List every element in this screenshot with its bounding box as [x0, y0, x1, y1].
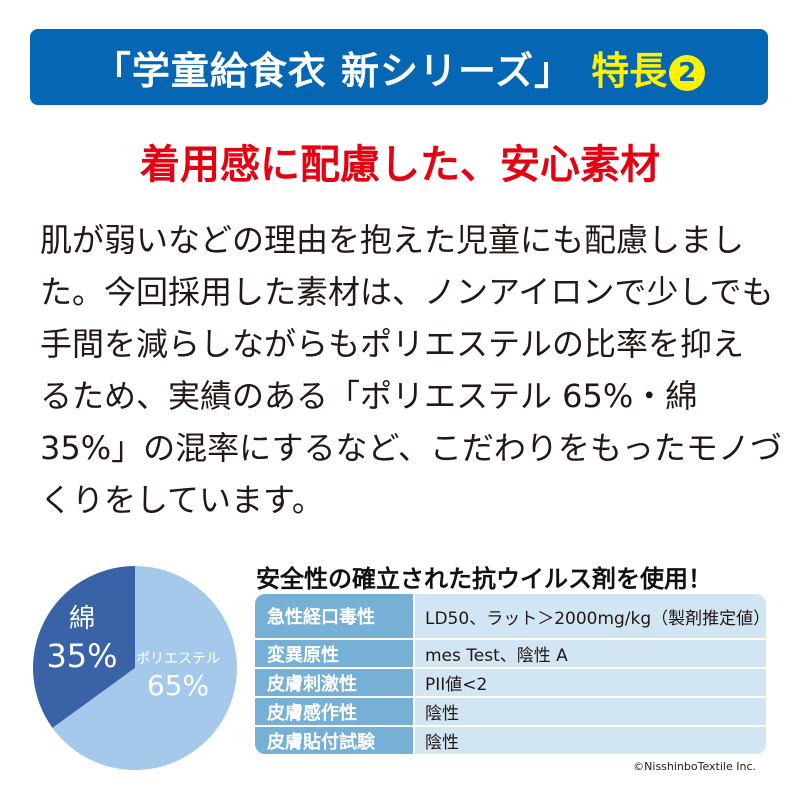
- table-row: 変異原性 mes Test、陰性 A: [255, 640, 766, 667]
- body-line: るため、実績のある「ポリエステル 65%・綿: [40, 377, 698, 415]
- test-result: 陰性: [415, 727, 766, 754]
- test-result: PII値<2: [415, 669, 766, 696]
- material-pie-chart: 綿 35% ポリエステル 65%: [32, 566, 237, 770]
- table-row: 皮膚貼付試験 陰性: [255, 727, 766, 754]
- body-line: 肌が弱いなどの理由を抱えた児童にも配慮しまし: [40, 221, 745, 259]
- title-banner: 「学童給食衣 新シリーズ」 特長 2: [30, 29, 768, 105]
- test-name: 皮膚刺激性: [255, 669, 413, 696]
- safety-table: 急性経口毒性 LD50、ラット＞2000mg/kg（製剤推定値） 変異原性 mes …: [255, 594, 766, 754]
- test-result: 陰性: [415, 698, 766, 725]
- copyright: ©NisshinboTextile Inc.: [633, 760, 756, 773]
- feature-text: 特長: [591, 48, 668, 93]
- test-result: mes Test、陰性 A: [415, 640, 766, 667]
- body-line: くりをしています。: [40, 481, 324, 519]
- body-line: た。今回採用した素材は、ノンアイロンで少しでも: [40, 273, 774, 311]
- table-row: 皮膚感作性 陰性: [255, 698, 766, 725]
- body-text: 肌が弱いなどの理由を抱えた児童にも配慮しまし た。今回採用した素材は、ノンアイロ…: [40, 214, 782, 526]
- test-name: 変異原性: [255, 640, 413, 667]
- pie-slice-polyester: [52, 566, 237, 770]
- table-row: 急性経口毒性 LD50、ラット＞2000mg/kg（製剤推定値）: [255, 594, 766, 638]
- test-name: 皮膚貼付試験: [255, 727, 413, 754]
- test-name: 急性経口毒性: [255, 594, 413, 638]
- banner-title: 「学童給食衣 新シリーズ」: [92, 48, 574, 93]
- headline: 着用感に配慮した、安心素材: [140, 142, 660, 188]
- cotton-percent-label: 35%: [46, 637, 117, 675]
- body-line: 手間を減らしながらもポリエステルの比率を抑え: [40, 325, 745, 363]
- test-name: 皮膚感作性: [255, 698, 413, 725]
- feature-label: 特長 2: [591, 40, 706, 95]
- safety-title: 安全性の確立された抗ウイルス剤を使用！: [256, 565, 712, 593]
- polyester-percent-label: 65%: [147, 669, 209, 702]
- body-line: 35%」の混率にするなど、こだわりをもったモノづ: [40, 429, 782, 467]
- polyester-name-label: ポリエステル: [136, 651, 220, 667]
- cotton-name-label: 綿: [69, 604, 95, 634]
- test-result: LD50、ラット＞2000mg/kg（製剤推定値）: [415, 594, 766, 638]
- pie-slice-cotton: [32, 566, 136, 728]
- table-row: 皮膚刺激性 PII値<2: [255, 669, 766, 696]
- feature-number-badge: 2: [669, 55, 706, 91]
